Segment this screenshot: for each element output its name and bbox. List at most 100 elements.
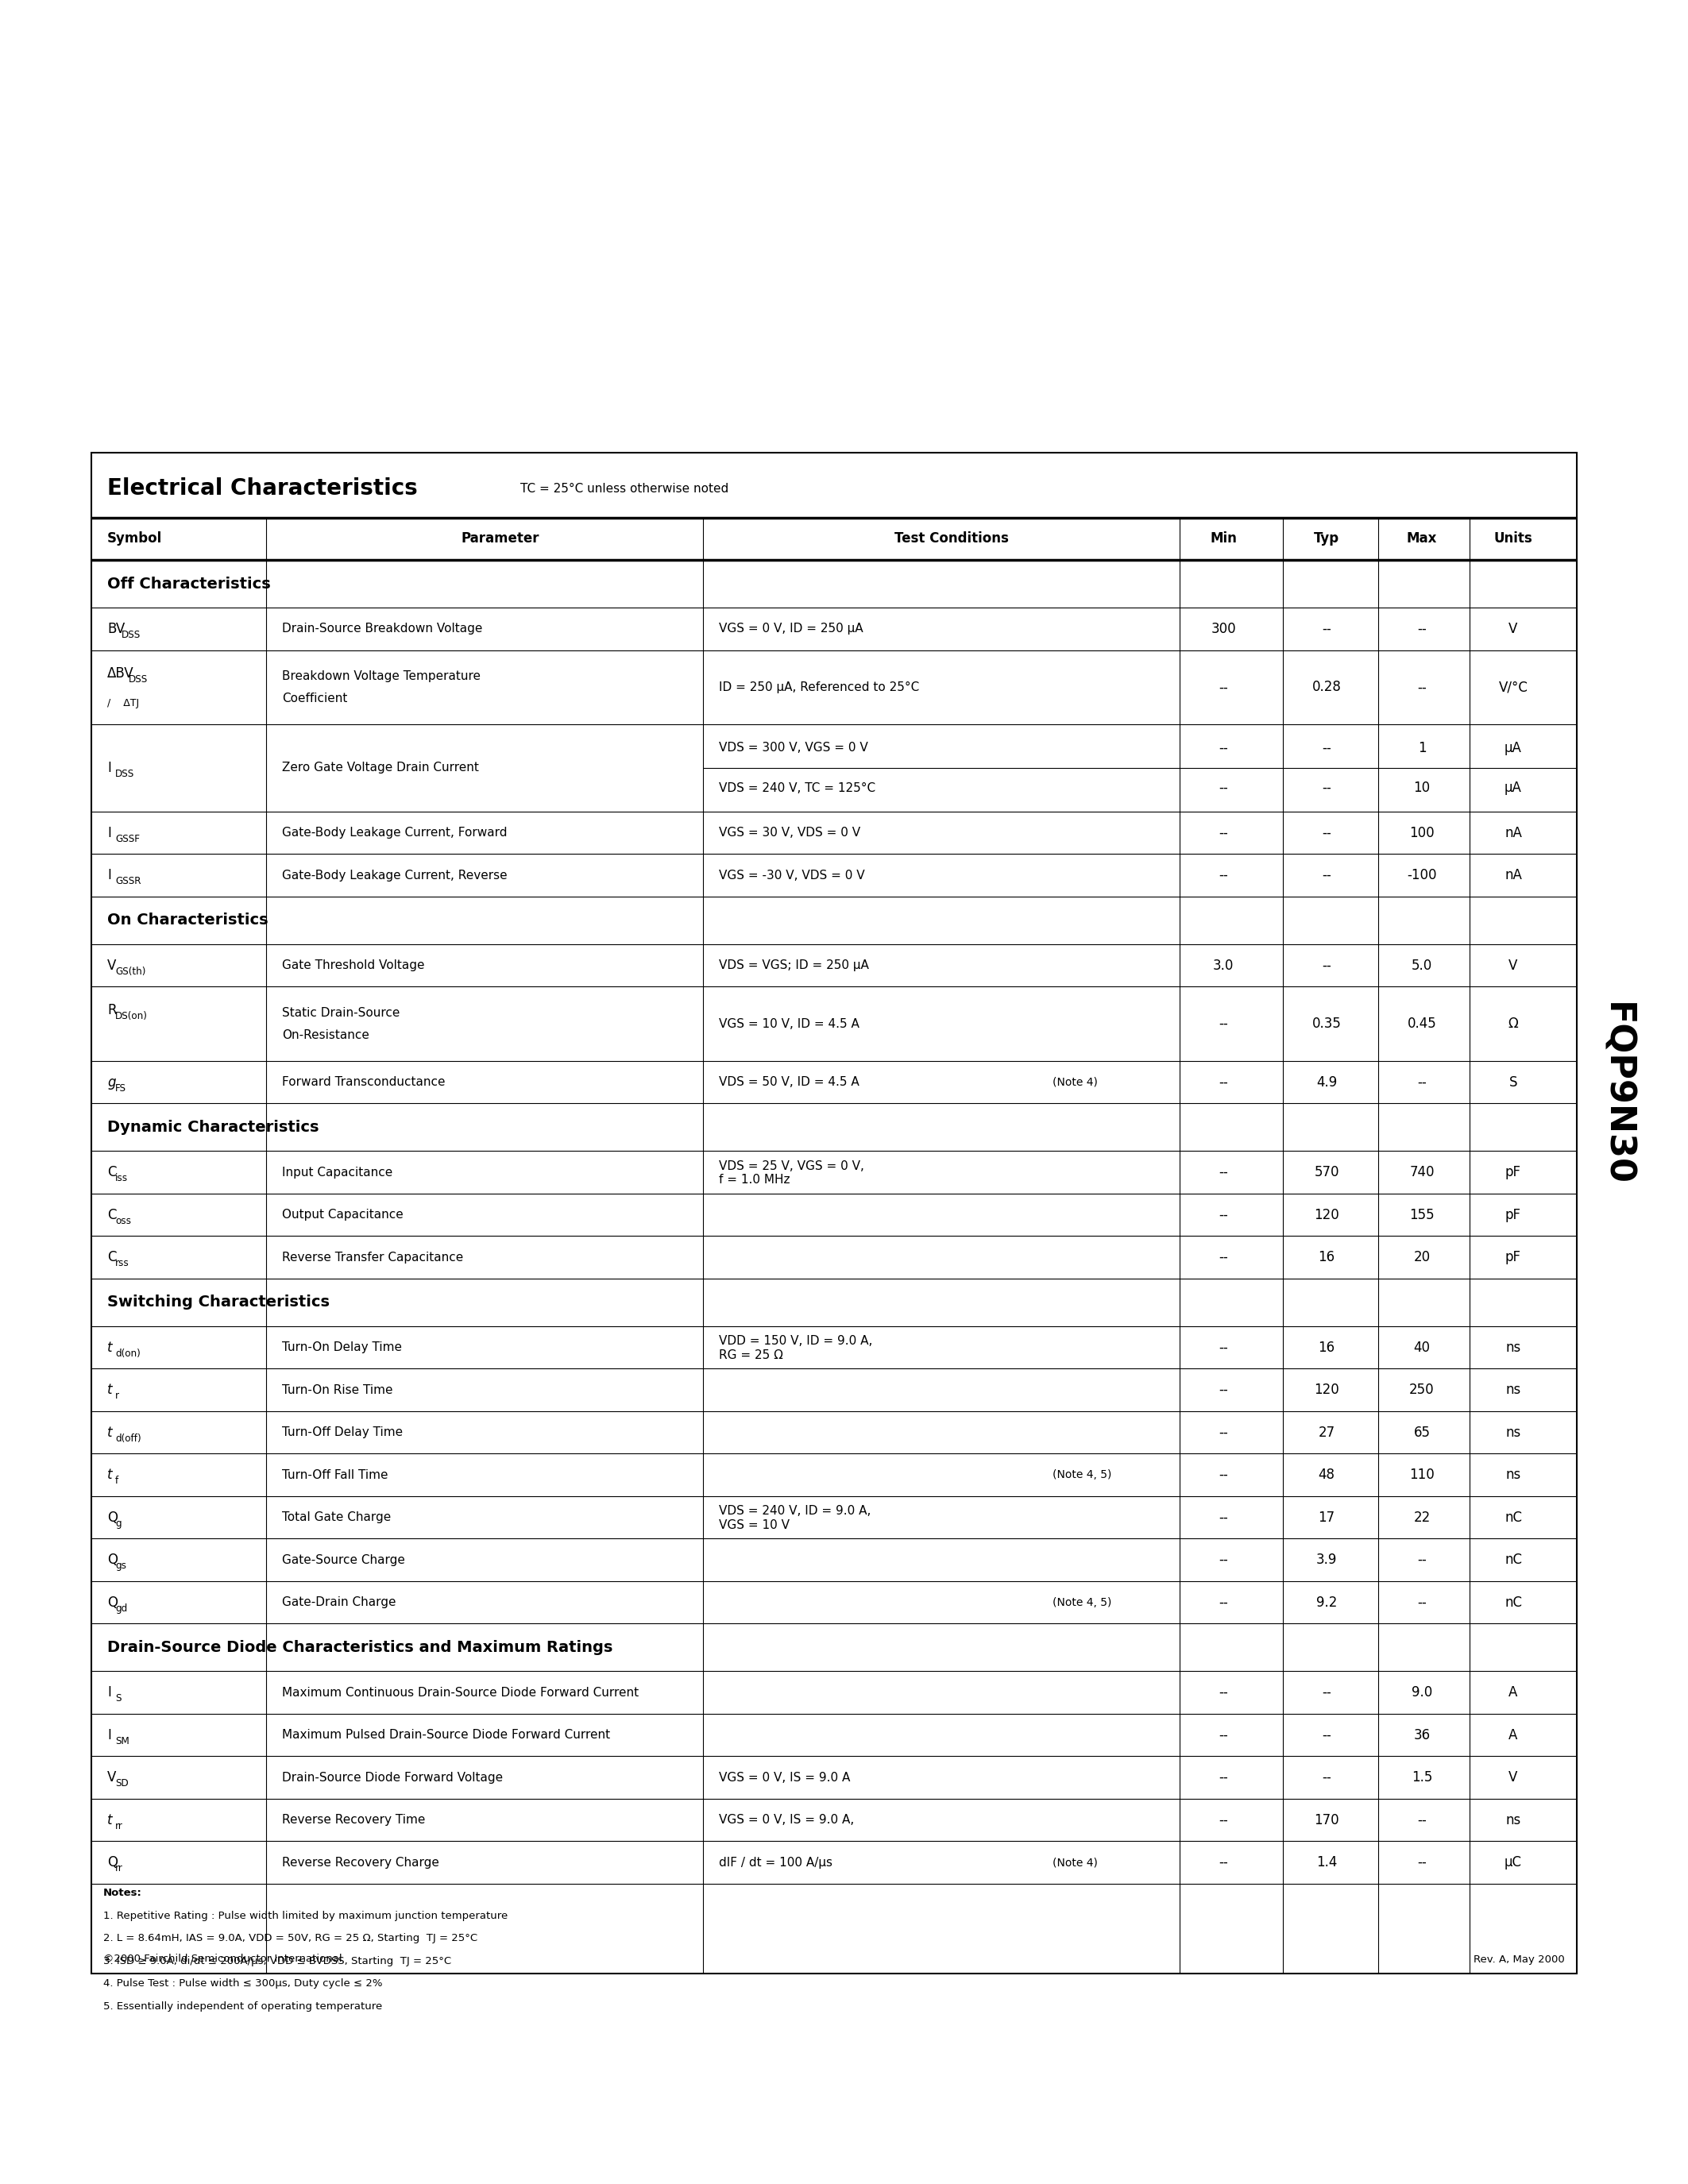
Text: VGS = 0 V, IS = 9.0 A: VGS = 0 V, IS = 9.0 A (719, 1771, 851, 1784)
Text: 570: 570 (1313, 1166, 1339, 1179)
Text: VDS = 300 V, VGS = 0 V: VDS = 300 V, VGS = 0 V (719, 743, 868, 753)
Text: 1: 1 (1418, 740, 1426, 756)
Text: 0.28: 0.28 (1312, 679, 1342, 695)
Text: Gate-Source Charge: Gate-Source Charge (282, 1555, 405, 1566)
Text: --: -- (1219, 1771, 1227, 1784)
Text: /    ΔTJ: / ΔTJ (108, 699, 138, 710)
Text: Drain-Source Breakdown Voltage: Drain-Source Breakdown Voltage (282, 622, 483, 636)
Text: f = 1.0 MHz: f = 1.0 MHz (719, 1175, 790, 1186)
Text: Zero Gate Voltage Drain Current: Zero Gate Voltage Drain Current (282, 762, 479, 773)
Text: Units: Units (1494, 531, 1533, 546)
Text: Gate-Body Leakage Current, Reverse: Gate-Body Leakage Current, Reverse (282, 869, 508, 880)
Text: --: -- (1219, 1468, 1227, 1483)
Text: 0.45: 0.45 (1408, 1016, 1436, 1031)
Text: Coefficient: Coefficient (282, 692, 348, 703)
Text: R: R (108, 1002, 116, 1018)
Text: --: -- (1219, 1249, 1227, 1265)
Text: pF: pF (1506, 1208, 1521, 1223)
Text: nC: nC (1504, 1511, 1523, 1524)
Text: 10: 10 (1413, 782, 1430, 795)
Text: Reverse Recovery Time: Reverse Recovery Time (282, 1815, 425, 1826)
Text: --: -- (1418, 1813, 1426, 1828)
Text: Parameter: Parameter (461, 531, 540, 546)
Text: Maximum Pulsed Drain-Source Diode Forward Current: Maximum Pulsed Drain-Source Diode Forwar… (282, 1730, 609, 1741)
Text: Input Capacitance: Input Capacitance (282, 1166, 393, 1179)
Text: --: -- (1219, 1016, 1227, 1031)
Text: Output Capacitance: Output Capacitance (282, 1210, 403, 1221)
Text: --: -- (1322, 782, 1332, 795)
Text: 3.0: 3.0 (1212, 959, 1234, 972)
Text: --: -- (1418, 1075, 1426, 1090)
Text: --: -- (1219, 1856, 1227, 1870)
Text: VGS = 10 V, ID = 4.5 A: VGS = 10 V, ID = 4.5 A (719, 1018, 859, 1029)
Text: V: V (108, 1771, 116, 1784)
Text: --: -- (1322, 1686, 1332, 1699)
Bar (91, 452, 1577, 1974)
Text: Electrical Characteristics: Electrical Characteristics (108, 478, 417, 500)
Text: 4. Pulse Test : Pulse width ≤ 300μs, Duty cycle ≤ 2%: 4. Pulse Test : Pulse width ≤ 300μs, Dut… (103, 1979, 383, 1990)
Text: 110: 110 (1409, 1468, 1435, 1483)
Text: Gate-Drain Charge: Gate-Drain Charge (282, 1597, 397, 1607)
Text: 16: 16 (1318, 1249, 1335, 1265)
Text: V: V (1509, 1771, 1518, 1784)
Text: --: -- (1219, 1208, 1227, 1223)
Text: --: -- (1322, 740, 1332, 756)
Text: rr: rr (115, 1863, 123, 1874)
Text: 22: 22 (1413, 1511, 1430, 1524)
Text: On-Resistance: On-Resistance (282, 1029, 370, 1042)
Text: GSSF: GSSF (115, 834, 140, 843)
Text: --: -- (1219, 740, 1227, 756)
Text: Gate-Body Leakage Current, Forward: Gate-Body Leakage Current, Forward (282, 828, 506, 839)
Text: 4.9: 4.9 (1317, 1075, 1337, 1090)
Text: ns: ns (1506, 1426, 1521, 1439)
Text: Turn-Off Fall Time: Turn-Off Fall Time (282, 1470, 388, 1481)
Text: t: t (108, 1382, 113, 1398)
Text: V/°C: V/°C (1499, 679, 1528, 695)
Text: 100: 100 (1409, 826, 1435, 841)
Text: Gate Threshold Voltage: Gate Threshold Voltage (282, 959, 425, 972)
Text: t: t (108, 1426, 113, 1439)
Text: Switching Characteristics: Switching Characteristics (108, 1295, 329, 1310)
Text: V: V (108, 959, 116, 972)
Text: Ω: Ω (1507, 1016, 1518, 1031)
Text: --: -- (1219, 1166, 1227, 1179)
Text: 9.2: 9.2 (1317, 1594, 1337, 1610)
Text: t: t (108, 1468, 113, 1483)
Text: 120: 120 (1313, 1208, 1339, 1223)
Text: Test Conditions: Test Conditions (895, 531, 1008, 546)
Text: A: A (1509, 1728, 1518, 1743)
Text: 65: 65 (1413, 1426, 1430, 1439)
Text: --: -- (1418, 1553, 1426, 1568)
Text: 40: 40 (1413, 1341, 1430, 1354)
Text: 48: 48 (1318, 1468, 1335, 1483)
Text: --: -- (1219, 1594, 1227, 1610)
Text: I: I (108, 760, 111, 775)
Text: Off Characteristics: Off Characteristics (108, 577, 270, 592)
Text: --: -- (1219, 1686, 1227, 1699)
Text: --: -- (1322, 1771, 1332, 1784)
Text: (Note 4): (Note 4) (1053, 1856, 1097, 1867)
Text: VGS = 30 V, VDS = 0 V: VGS = 30 V, VDS = 0 V (719, 828, 861, 839)
Text: 5.0: 5.0 (1411, 959, 1433, 972)
Text: μA: μA (1504, 782, 1523, 795)
Text: DSS: DSS (122, 629, 142, 640)
Text: gd: gd (115, 1603, 127, 1614)
Text: GS(th): GS(th) (115, 965, 145, 976)
Text: (Note 4, 5): (Note 4, 5) (1053, 1470, 1112, 1481)
Text: nC: nC (1504, 1553, 1523, 1568)
Text: Q: Q (108, 1856, 118, 1870)
Text: Dynamic Characteristics: Dynamic Characteristics (108, 1120, 319, 1136)
Text: S: S (1509, 1075, 1518, 1090)
Text: VDS = 25 V, VGS = 0 V,: VDS = 25 V, VGS = 0 V, (719, 1160, 864, 1173)
Text: V: V (1509, 959, 1518, 972)
Text: 20: 20 (1413, 1249, 1430, 1265)
Text: dIF / dt = 100 A/μs: dIF / dt = 100 A/μs (719, 1856, 832, 1870)
Text: 740: 740 (1409, 1166, 1435, 1179)
Text: TC = 25°C unless otherwise noted: TC = 25°C unless otherwise noted (520, 483, 729, 494)
Text: I: I (108, 826, 111, 841)
Text: ns: ns (1506, 1813, 1521, 1828)
Text: VGS = 10 V: VGS = 10 V (719, 1520, 790, 1531)
Text: g: g (108, 1075, 115, 1090)
Text: Symbol: Symbol (108, 531, 162, 546)
Text: pF: pF (1506, 1249, 1521, 1265)
